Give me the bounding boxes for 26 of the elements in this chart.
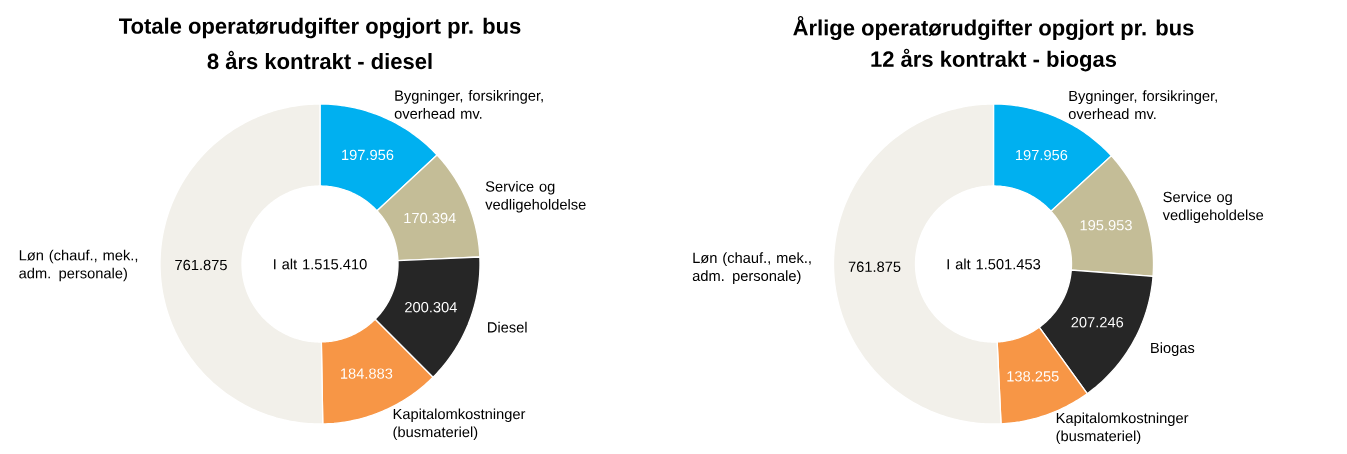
- slice-label: Biogas: [1151, 342, 1195, 356]
- slice-label: Kapitalomkostninger (busmateriel): [1056, 412, 1189, 445]
- data-label: 207.246: [1071, 317, 1124, 328]
- text: I alt 1.515.410: [274, 258, 367, 270]
- chart-subtitle: 8 års kontrakt - diesel: [207, 50, 432, 70]
- slice-label: Løn (chauf., mek., adm. personale): [19, 249, 138, 282]
- data-label: 170.394: [404, 212, 456, 224]
- text: I alt 1.501.453: [947, 258, 1041, 270]
- data-label: 197.956: [1016, 149, 1068, 161]
- slice-label: Service og vedligeholdelse: [485, 180, 586, 213]
- data-label: 197.956: [342, 149, 394, 161]
- data-label: 184.883: [341, 368, 393, 379]
- data-label: 761.875: [848, 261, 901, 272]
- slice-label: Kapitalomkostninger (busmateriel): [393, 408, 526, 441]
- data-label: 761.875: [175, 259, 227, 271]
- chart-title: Totale operatørudgifter opgjort pr. bus: [119, 17, 521, 39]
- chart-subtitle: 12 års kontrakt - biogas: [871, 48, 1117, 72]
- data-label: 138.255: [1007, 371, 1059, 382]
- chart-title: Årlige operatørudgifter opgjort pr. bus: [793, 15, 1194, 41]
- slice-label: Løn (chauf., mek., adm. personale): [692, 252, 811, 284]
- data-label: 200.304: [405, 302, 457, 313]
- data-label: 195.953: [1080, 220, 1132, 231]
- slice-label: Service og vedligeholdelse: [1162, 191, 1264, 224]
- slice-label: Bygninger, forsikringer, overhead mv.: [1068, 90, 1217, 120]
- slice-label: Bygninger, forsikringer, overhead mv.: [394, 90, 543, 119]
- slice-label: Diesel: [488, 321, 527, 333]
